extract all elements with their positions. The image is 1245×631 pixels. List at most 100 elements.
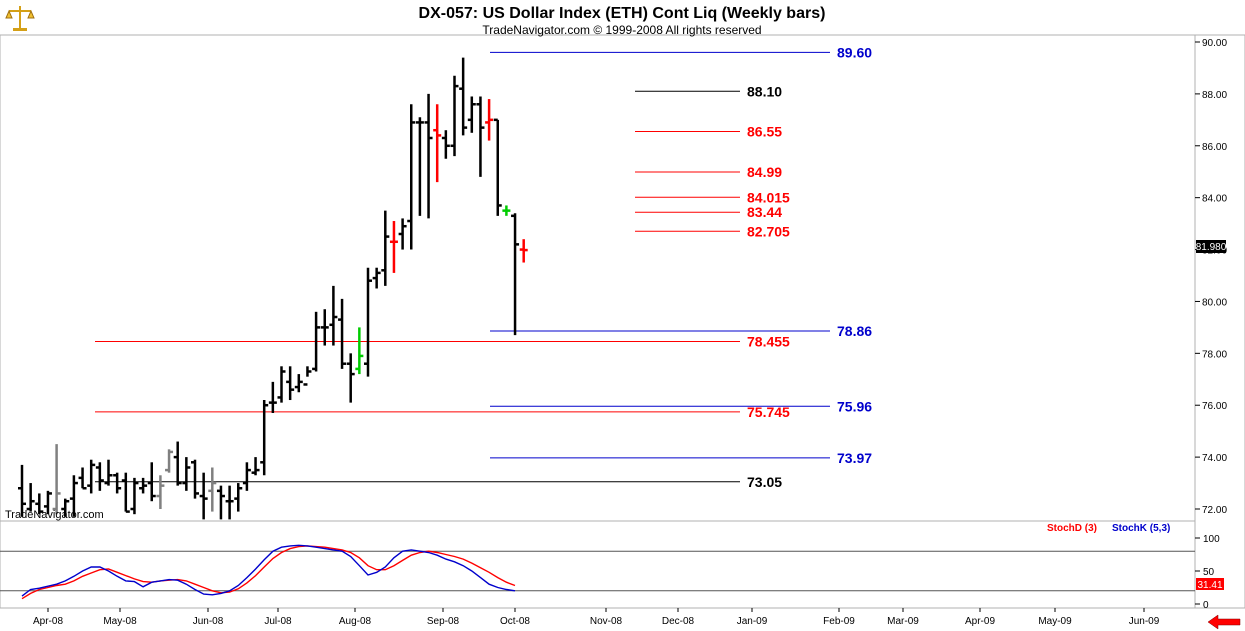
ohlc-bar (225, 485, 234, 520)
stoch-tick-label: 100 (1203, 534, 1220, 545)
time-tick-label: Jun-08 (193, 616, 224, 627)
time-tick-label: Apr-08 (33, 616, 63, 627)
ohlc-bar (104, 459, 113, 486)
time-tick-label: May-08 (103, 616, 137, 627)
level-label: 73.97 (837, 450, 872, 466)
ohlc-bar (251, 457, 260, 476)
ohlc-bar (191, 459, 199, 499)
level-label: 84.015 (747, 189, 790, 205)
ohlc-bar (69, 475, 78, 517)
ohlc-bar (476, 96, 485, 177)
ohlc-bar (519, 239, 528, 263)
ohlc-bar (372, 267, 381, 289)
stoch-tick-label: 0 (1203, 600, 1209, 611)
level-label: 82.705 (747, 223, 790, 239)
ohlc-bar (268, 381, 277, 414)
ohlc-bar (35, 493, 44, 515)
price-panel (0, 34, 1196, 522)
ohlc-bar (389, 221, 398, 273)
last-price-label: 81.980 (1196, 242, 1227, 253)
price-axis (1194, 34, 1245, 609)
ohlc-bar (18, 464, 26, 517)
level-label: 75.96 (837, 398, 872, 414)
level-label: 75.745 (747, 404, 790, 420)
time-tick-label: May-09 (1038, 616, 1072, 627)
stoch-last-label: 31.41 (1197, 580, 1222, 591)
ohlc-bar (320, 309, 329, 346)
stoch-tick-label: 50 (1203, 567, 1215, 578)
price-tick-label: 76.00 (1202, 401, 1227, 412)
level-label: 88.10 (747, 83, 782, 99)
price-tick-label: 80.00 (1202, 297, 1227, 308)
time-tick-label: Jun-09 (1129, 616, 1160, 627)
time-tick-label: Jul-08 (264, 616, 292, 627)
price-tick-label: 72.00 (1202, 505, 1227, 516)
ohlc-bar (467, 96, 476, 133)
stochk-line (21, 544, 516, 597)
time-tick-label: Oct-08 (500, 616, 530, 627)
stochastic-indicator: 100 50 0 (0, 534, 1220, 611)
ohlc-bar (234, 483, 243, 512)
ohlc-bar (364, 267, 372, 377)
price-tick-label: 90.00 (1202, 38, 1227, 49)
level-label: 78.455 (747, 334, 790, 350)
chart-title: DX-057: US Dollar Index (ETH) Cont Liq (… (419, 5, 826, 22)
ohlc-bar (493, 118, 502, 216)
stoch-panel (0, 520, 1196, 609)
ohlc-bar (165, 449, 174, 473)
ohlc-bar (415, 117, 424, 216)
ohlc-bar (52, 444, 61, 515)
price-tick-label: 78.00 (1202, 349, 1227, 360)
level-label: 89.60 (837, 44, 872, 60)
ohlc-bar (459, 57, 468, 136)
ohlc-bar (216, 485, 225, 520)
time-tick-label: Feb-09 (823, 616, 855, 627)
red-arrow-left-icon[interactable] (1203, 614, 1243, 630)
ohlc-bar (139, 477, 148, 494)
ohlc-bar (43, 490, 52, 515)
time-tick-label: Jan-09 (737, 616, 768, 627)
ohlc-bar (294, 374, 303, 393)
price-tick-label: 84.00 (1202, 194, 1227, 205)
ohlc-bar (61, 498, 70, 517)
time-axis-ticks: Apr-08 May-08 Jun-08 Jul-08 Aug-08 Sep-08 Oct-… (33, 608, 1160, 627)
ohlc-bar (147, 462, 156, 502)
ohlc-bar (26, 483, 35, 512)
ohlc-bar (346, 353, 355, 403)
level-label: 78.86 (837, 323, 872, 339)
ohlc-bar (286, 366, 295, 401)
ohlc-bar (312, 311, 321, 372)
time-tick-label: Aug-08 (339, 616, 372, 627)
ohlc-bar (450, 75, 459, 157)
stoch-last-box (1196, 578, 1224, 590)
ohlc-bar (433, 104, 442, 183)
ohlc-bar (78, 467, 87, 490)
ohlc-bar (87, 459, 96, 494)
ohlc-bar (338, 298, 347, 369)
ohlc-bar (199, 472, 208, 520)
ohlc-bar (441, 130, 450, 159)
copyright-line: TradeNavigator.com © 1999-2008 All right… (482, 23, 761, 37)
price-tick-label: 88.00 (1202, 90, 1227, 101)
ohlc-bar (355, 327, 364, 375)
price-tick-label: 86.00 (1202, 142, 1227, 153)
ohlc-bar (329, 285, 338, 346)
ohlc-bar (407, 104, 416, 250)
legend-stochk: StochK (5,3) (1112, 523, 1170, 534)
ohlc-bar (242, 462, 251, 491)
ohlc-bar (173, 441, 182, 486)
price-tick-label: 74.00 (1202, 453, 1227, 464)
time-tick-label: Apr-09 (965, 616, 995, 627)
ohlc-bar (381, 210, 390, 286)
time-tick-label: Nov-08 (590, 616, 623, 627)
level-label: 73.05 (747, 474, 782, 490)
ohlc-bar (260, 400, 269, 476)
ohlc-bar (511, 213, 520, 336)
time-tick-label: Dec-08 (662, 616, 695, 627)
ohlc-bar (130, 477, 139, 515)
level-label: 84.99 (747, 164, 782, 180)
ohlc-bar (95, 462, 104, 491)
watermark: TradeNavigator.com (5, 509, 104, 521)
